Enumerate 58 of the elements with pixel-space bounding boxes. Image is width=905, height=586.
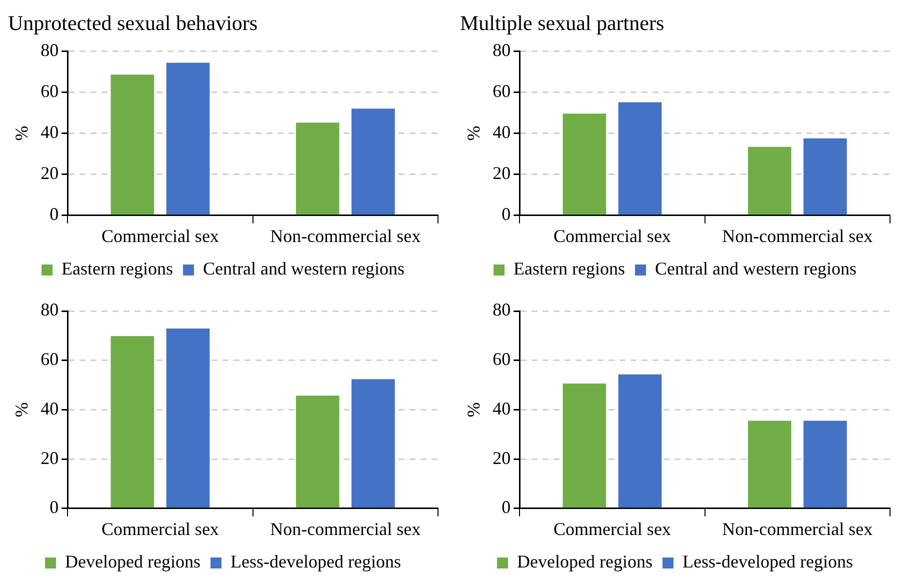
x-tick-label: Non-commercial sex: [722, 226, 873, 246]
y-tick-label: 80: [492, 300, 511, 320]
y-axis-title: %: [12, 402, 32, 418]
bar: [748, 420, 792, 508]
y-tick-label: 40: [492, 398, 511, 418]
bar: [804, 138, 847, 215]
y-tick-label: 20: [40, 448, 59, 468]
bar: [110, 74, 154, 215]
y-tick-label: 80: [40, 300, 59, 320]
x-tick-label: Non-commercial sex: [722, 518, 873, 539]
x-tick-label: Commercial sex: [101, 226, 219, 246]
legend-label: Central and western regions: [655, 258, 856, 279]
legend-label: Central and western regions: [203, 258, 404, 279]
chart-title: Multiple sexual partners: [460, 11, 664, 36]
y-axis-title: %: [464, 402, 484, 418]
y-tick-label: 0: [50, 204, 59, 224]
x-tick-label: Commercial sex: [553, 226, 671, 246]
bar: [748, 146, 792, 215]
y-tick-label: 80: [40, 40, 59, 60]
bar: [618, 374, 662, 508]
y-tick-label: 60: [492, 349, 511, 370]
y-tick-label: 40: [40, 122, 59, 142]
y-tick-label: 0: [502, 204, 511, 224]
bar: [296, 396, 340, 508]
y-axis-title: %: [12, 126, 32, 141]
bar: [562, 114, 606, 215]
y-axis-title: %: [464, 126, 484, 141]
x-tick-label: Non-commercial sex: [270, 226, 421, 246]
x-tick-label: Non-commercial sex: [270, 518, 421, 539]
legend-label: Developed regions: [517, 552, 653, 572]
legend-label: Developed regions: [65, 552, 201, 572]
y-tick-label: 60: [40, 349, 59, 370]
bar: [352, 379, 395, 508]
bar: [804, 420, 847, 508]
chart-title: Unprotected sexual behaviors: [8, 11, 258, 36]
bar: [562, 384, 606, 508]
y-tick-label: 20: [492, 448, 511, 468]
y-tick-label: 40: [40, 398, 59, 418]
legend-label: Less-developed regions: [230, 552, 401, 572]
x-tick-label: Commercial sex: [553, 518, 671, 539]
y-tick-label: 60: [492, 80, 511, 101]
bar: [110, 336, 154, 508]
bar: [352, 108, 395, 215]
y-tick-label: 60: [40, 80, 59, 101]
legend-label: Less-developed regions: [682, 552, 853, 572]
bar: [618, 102, 662, 215]
y-tick-label: 40: [492, 122, 511, 142]
bar: [296, 122, 340, 215]
bar: [166, 62, 210, 215]
y-tick-label: 20: [40, 163, 59, 184]
y-tick-label: 20: [492, 163, 511, 184]
legend-label: Eastern regions: [514, 258, 626, 279]
y-tick-label: 80: [492, 40, 511, 60]
x-tick-label: Commercial sex: [101, 518, 219, 539]
y-tick-label: 0: [50, 497, 59, 518]
y-tick-label: 0: [502, 497, 511, 518]
legend-label: Eastern regions: [62, 258, 174, 279]
bar: [166, 328, 210, 508]
